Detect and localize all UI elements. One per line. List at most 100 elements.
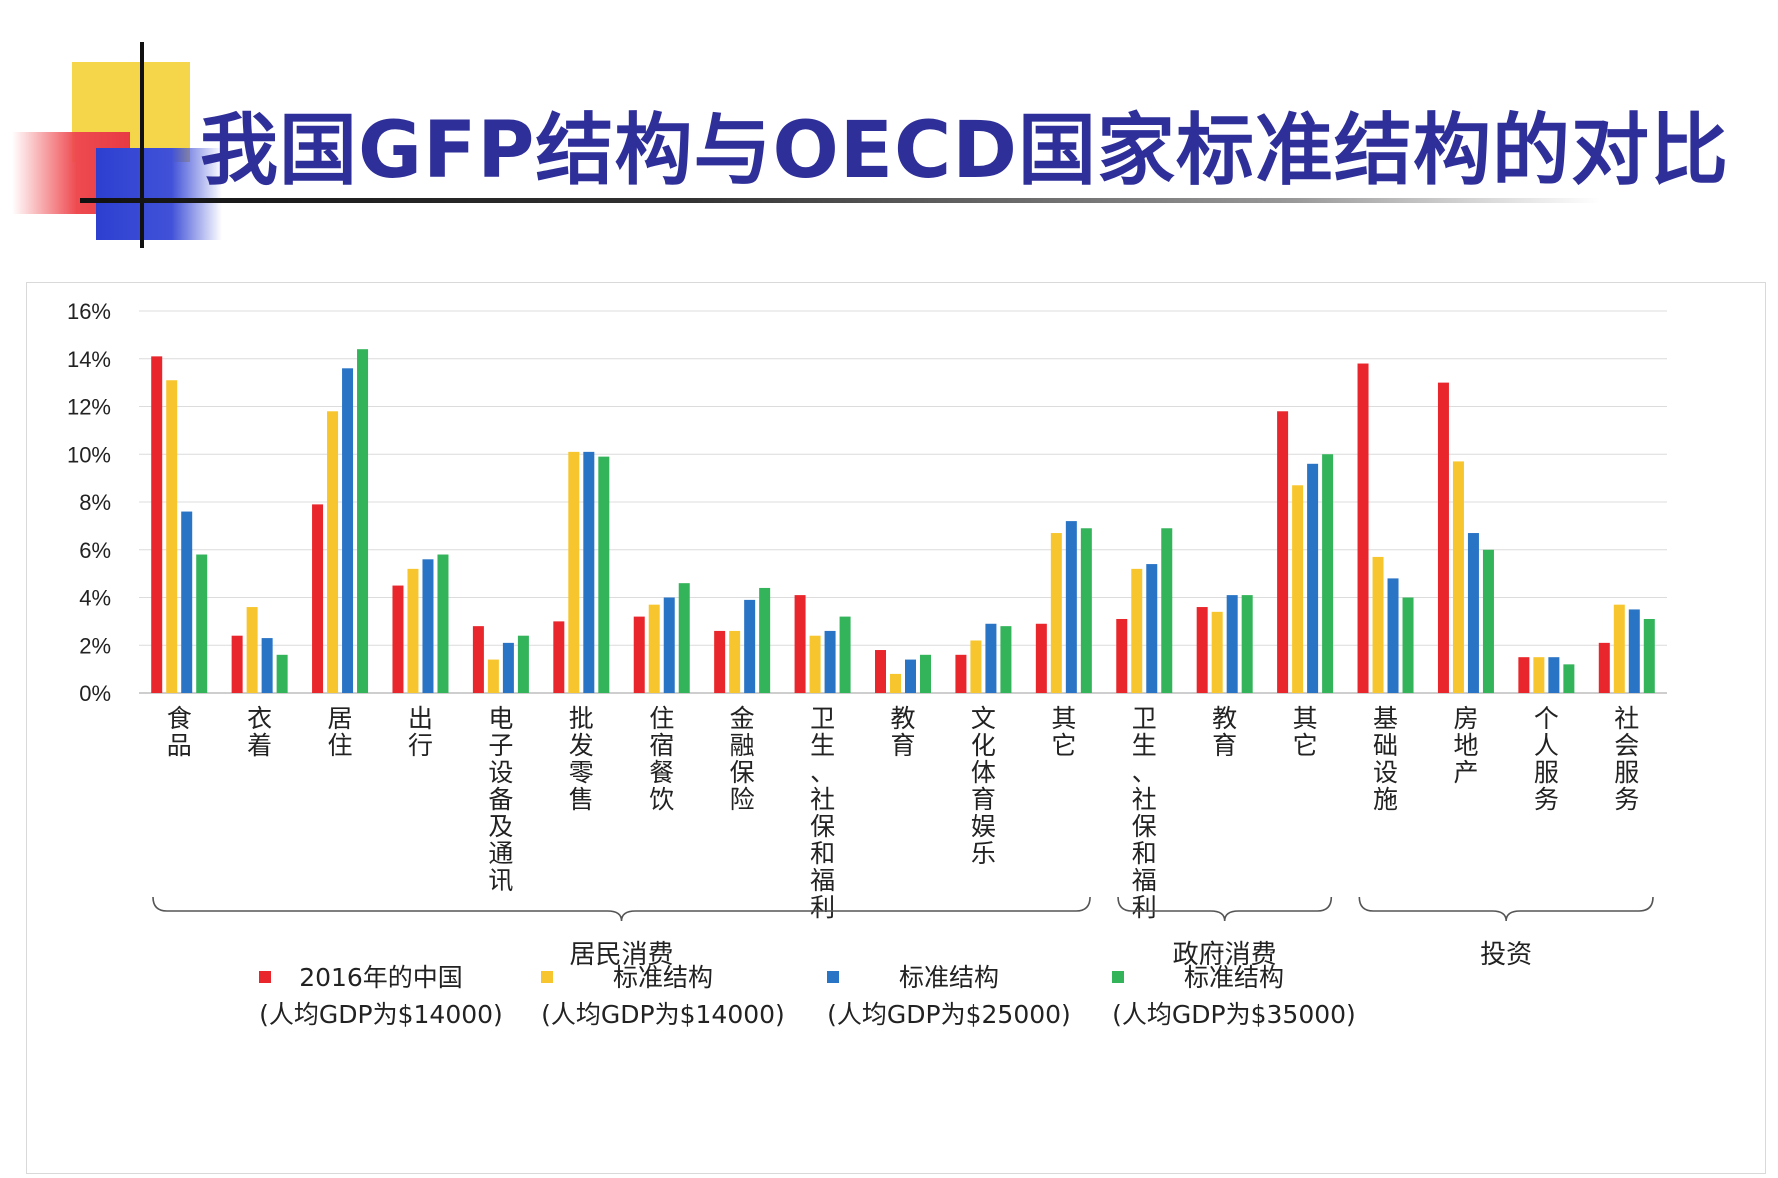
decor-vertical-line [140,42,144,248]
bar [246,607,258,693]
y-tick-label: 16% [67,299,111,324]
bar [1065,521,1077,693]
bar [1628,609,1640,693]
category-label: 电子设备及通讯 [488,704,513,895]
legend-series-note: (人均GDP为$14000) [259,1000,503,1029]
bar [1357,363,1369,693]
legend-series-note: (人均GDP为$14000) [541,1000,785,1029]
bar [1000,626,1012,693]
bar [1643,618,1655,693]
category-label: 食品 [167,704,192,760]
category-label: 社会服务 [1614,704,1639,814]
category-label: 批发零售 [569,704,594,814]
bar [312,504,324,693]
category-label: 衣着 [247,704,272,760]
bar [553,621,565,693]
bar [744,599,756,693]
bar [824,630,836,693]
group-bracket [152,896,1091,922]
decor-blue-square [96,148,222,240]
category-label: 金融保险 [730,704,755,814]
bar [472,626,484,693]
bar [1146,564,1158,693]
bar [276,654,288,693]
bar [875,650,886,693]
bar [839,616,851,693]
bar [1437,382,1449,693]
bar [1131,568,1143,693]
bar [1482,549,1494,693]
group-bracket [1358,896,1654,922]
bar [231,635,243,693]
bar [970,640,982,693]
bar [1563,664,1575,693]
y-tick-label: 2% [79,633,111,658]
y-tick-label: 14% [67,347,111,372]
legend-series-name: 标准结构 [613,963,713,992]
group-label: 投资 [1480,940,1532,970]
bar [678,583,690,693]
bar [955,654,967,693]
group-label: 政府消费 [1173,940,1277,970]
bar [1211,611,1223,693]
bar [1161,528,1173,693]
bar [1322,454,1334,693]
bar [985,623,997,693]
bar [759,587,771,693]
bar [1307,463,1319,693]
bar [568,451,580,693]
bar [196,554,208,693]
bar [809,635,821,693]
bar [1241,595,1253,693]
category-label: 卫生、社保和福利 [1132,704,1157,922]
bar [1613,604,1625,693]
bar [714,630,726,693]
bar [261,638,273,693]
legend: 2016年的中国 (人均GDP为$14000) 标准结构 (人均GDP为$14000)… [259,963,1356,1029]
bar [1518,657,1530,693]
bar [151,356,163,693]
legend-series-name: 2016年的中国 [299,963,463,992]
bar [1372,556,1384,693]
bar [1467,533,1479,693]
bar [583,451,595,693]
category-label: 住宿餐饮 [649,704,674,814]
category-label: 教育 [890,704,915,760]
bar [1196,607,1208,693]
bar [648,604,660,693]
bar [598,456,610,693]
category-label: 房地产 [1453,704,1478,787]
grid-lines [139,310,1667,694]
category-label: 出行 [408,704,433,760]
legend-swatch [541,971,553,983]
bar [1292,485,1304,693]
bar [633,616,645,693]
y-tick-label: 8% [79,490,111,515]
bar [1050,533,1062,693]
bar [487,659,499,693]
category-label: 卫生、社保和福利 [810,704,835,922]
bar [407,568,419,693]
legend-swatch [1112,971,1124,983]
legend-swatch [259,971,271,983]
bar [663,597,675,693]
category-label: 个人服务 [1534,704,1559,814]
bar [392,585,404,693]
bar [166,380,178,693]
bar [1035,623,1047,693]
legend-swatch [827,971,839,983]
y-axis-ticks: 0% 2% 4% 6% 8% 10% 12% 14% 16% [67,299,111,706]
bar [1402,597,1414,693]
bar [890,673,901,693]
slide-title: 我国GFP结构与OECD国家标准结构的对比 [200,106,1730,196]
bar [1387,578,1399,693]
bar [181,511,193,693]
bar [1277,411,1289,693]
legend-series-note: (人均GDP为$25000) [827,1000,1071,1029]
bar [517,635,529,693]
y-tick-label: 4% [79,586,111,611]
bar [905,659,916,693]
bar [422,559,434,693]
